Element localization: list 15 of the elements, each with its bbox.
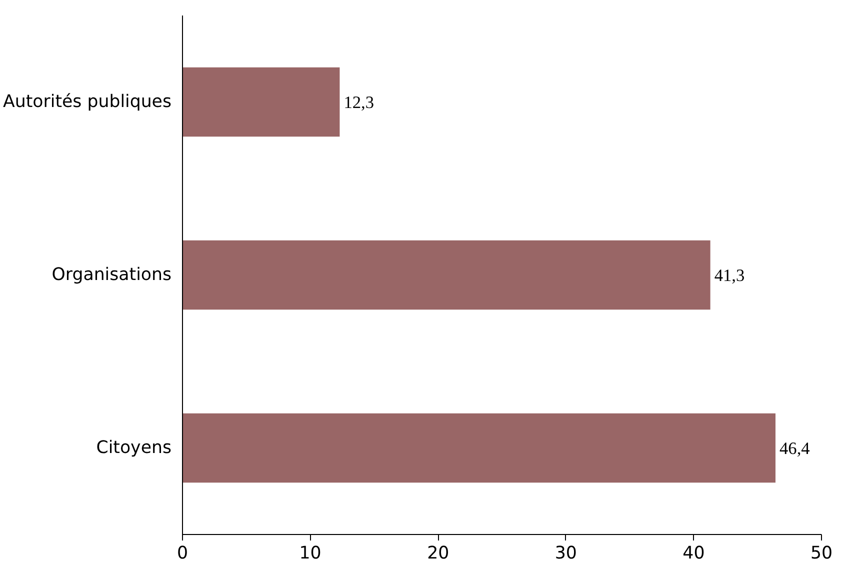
y-tick-label: Organisations bbox=[52, 265, 172, 285]
x-tick-label: 10 bbox=[299, 544, 322, 561]
x-tick-label: 40 bbox=[682, 544, 705, 561]
bar bbox=[182, 67, 340, 137]
bar bbox=[182, 240, 710, 310]
bar bbox=[182, 413, 776, 483]
y-tick-label: Autorités publiques bbox=[3, 92, 172, 112]
x-tick-label: 20 bbox=[427, 544, 450, 561]
x-tick-label: 30 bbox=[554, 544, 577, 561]
data-label: 12,3 bbox=[344, 93, 374, 112]
data-label: 41,3 bbox=[714, 266, 745, 285]
x-tick-label: 0 bbox=[176, 544, 188, 561]
y-tick-label: Citoyens bbox=[96, 438, 172, 458]
x-tick-label: 50 bbox=[810, 544, 833, 561]
data-label: 46,4 bbox=[779, 439, 810, 458]
